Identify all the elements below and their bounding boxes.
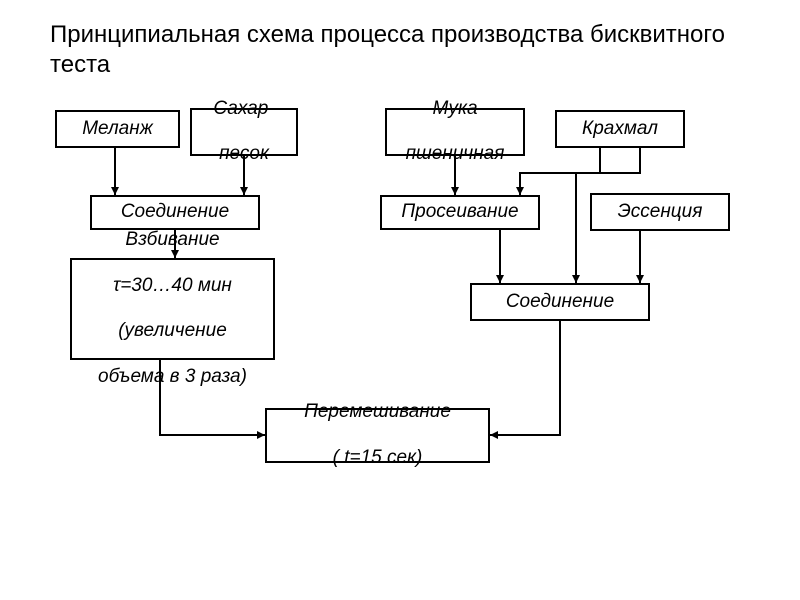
node-label-line: ( t=15 сек) [333,447,423,470]
node-label-line: Перемешивание [304,401,451,424]
node-whip: Взбиваниеτ=30…40 мин(увеличениеобъема в … [70,258,275,360]
node-label-line: объема в 3 раза) [98,366,247,389]
node-label-line: песок [219,143,269,166]
edge-starch-sift [520,148,600,195]
node-mix: Перемешивание( t=15 сек) [265,408,490,463]
diagram-title: Принципиальная схема процесса производст… [50,20,750,80]
node-flour: Мукапшеничная [385,108,525,156]
node-label-line: (увеличение [118,320,227,343]
node-starch: Крахмал [555,110,685,148]
node-sugar: Сахар-песок [190,108,298,156]
node-label-line: Сахар- [213,98,274,121]
node-label-line: Просеивание [401,201,518,224]
node-label-line: Эссенция [618,201,703,224]
edge-join2-mix [490,321,560,435]
node-sift: Просеивание [380,195,540,230]
node-label-line: Меланж [82,118,153,141]
node-label-line: Крахмал [582,118,658,141]
node-label-line: Соединение [121,201,229,224]
node-label-line: Соединение [506,291,614,314]
node-label-line: пшеничная [406,143,505,166]
node-label-line: Взбивание [125,229,219,252]
node-label-line: τ=30…40 мин [113,275,232,298]
node-melange: Меланж [55,110,180,148]
node-join2: Соединение [470,283,650,321]
node-essence: Эссенция [590,193,730,231]
node-join1: Соединение [90,195,260,230]
node-label-line: Мука [432,98,477,121]
